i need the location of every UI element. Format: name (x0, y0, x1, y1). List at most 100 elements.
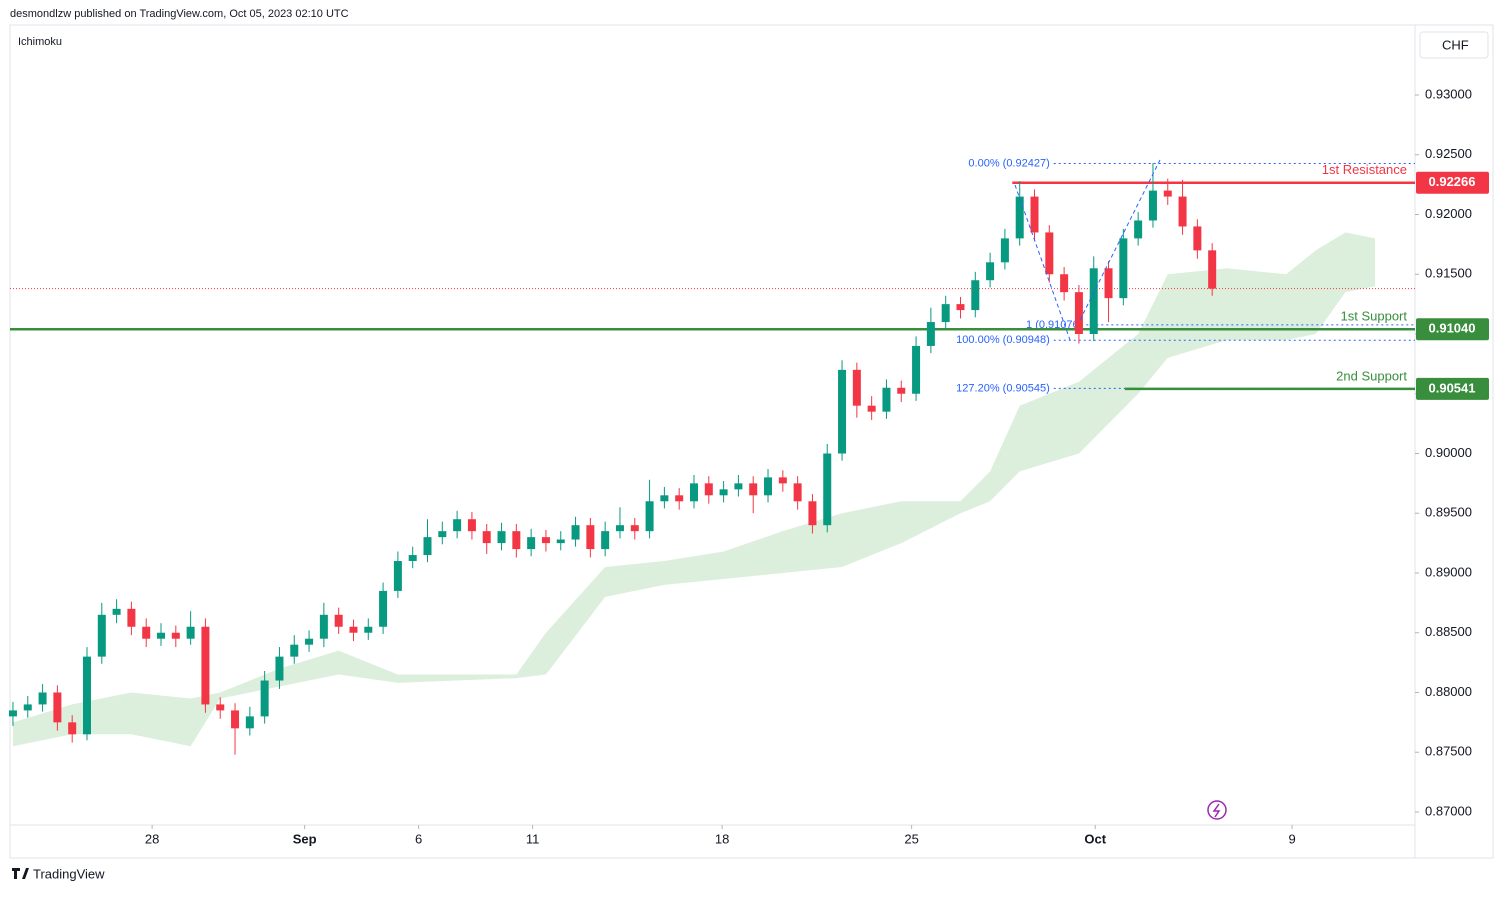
level-label: 1st Support (1341, 309, 1408, 324)
candle-body (675, 495, 684, 502)
y-tick-label: 0.92500 (1425, 146, 1472, 161)
candle-body (630, 525, 639, 532)
candle-body (882, 387, 891, 412)
price-tag (1416, 171, 1489, 194)
candle-body (53, 692, 62, 723)
candle-body (364, 626, 373, 633)
fib-label: 100.00% (0.90948) (956, 334, 1050, 346)
x-tick-label: 9 (1289, 831, 1296, 846)
candle-body (778, 477, 787, 484)
candle-body (719, 489, 728, 496)
candle-body (186, 626, 195, 639)
candle-body (1074, 292, 1083, 334)
candle-body (1119, 238, 1128, 299)
candle-body (482, 531, 491, 544)
x-tick-label: 11 (526, 831, 540, 846)
price-tag-label: 0.91040 (1429, 321, 1476, 336)
fib-trend-line (1014, 159, 1161, 341)
candle-body (38, 692, 47, 705)
candle-body (305, 638, 314, 645)
candle-body (852, 369, 861, 406)
candle-body (497, 531, 506, 544)
candle-body (971, 280, 980, 311)
candle-body (586, 525, 595, 550)
candle-body (127, 608, 136, 627)
y-tick-label: 0.93000 (1425, 86, 1472, 101)
candle-body (1000, 238, 1009, 263)
plot: 0.00% (0.92427) 1 (0.91076) 100.00% (0.909… (8, 94, 1419, 829)
indicator-name: Ichimoku (18, 36, 62, 48)
published-note: desmondlzw published on TradingView.com,… (10, 8, 349, 20)
candle-body (764, 477, 773, 496)
candle-body (8, 710, 17, 717)
candle-body (1178, 196, 1187, 227)
candle-body (704, 483, 713, 496)
y-tick-label: 0.88500 (1425, 624, 1472, 639)
fib-label: 127.20% (0.90545) (956, 382, 1050, 394)
candle-body (112, 608, 121, 615)
candle-body (68, 722, 77, 735)
candle-body (260, 680, 269, 717)
candle-body (956, 304, 965, 311)
level-label: 1st Resistance (1322, 162, 1407, 177)
candle-body (793, 483, 802, 502)
candle-body (1163, 190, 1172, 197)
x-tick-label: Oct (1084, 831, 1106, 846)
level-label: 2nd Support (1336, 368, 1407, 383)
x-tick-label: 18 (715, 831, 729, 846)
candle-body (82, 656, 91, 735)
candle-body (319, 614, 328, 639)
candle-body (1148, 190, 1157, 221)
candle-body (823, 453, 832, 526)
y-tick-label: 0.90000 (1425, 445, 1472, 460)
candle-body (734, 483, 743, 490)
candle-body (1030, 196, 1039, 233)
ichimoku-cloud (12, 232, 1376, 747)
candle-body (571, 525, 580, 540)
event-icon (1207, 800, 1227, 820)
candle-body (527, 537, 536, 550)
candle-body (171, 632, 180, 639)
candle-body (838, 369, 847, 454)
candle-body (926, 322, 935, 346)
candle-body (290, 644, 299, 657)
x-tick-label: Sep (293, 831, 317, 846)
candle-body (749, 483, 758, 496)
price-tag (1416, 377, 1489, 400)
y-tick-label: 0.92000 (1425, 206, 1472, 221)
candle-body (423, 537, 432, 556)
y-tick-label: 0.87500 (1425, 744, 1472, 759)
brand: TradingView (33, 866, 105, 881)
candle-body (334, 614, 343, 627)
price-tag-label: 0.92266 (1429, 174, 1476, 189)
currency-box (1419, 31, 1489, 59)
fib-label: 1 (0.91076) (1026, 319, 1082, 331)
price-tag-label: 0.90541 (1429, 380, 1476, 395)
candle-body (379, 590, 388, 627)
candle-body (142, 626, 151, 639)
brand-logo (12, 868, 29, 879)
candle-body (512, 531, 521, 550)
candle-body (660, 495, 669, 502)
currency: CHF (1442, 37, 1469, 52)
candle-body (541, 537, 550, 544)
event-icon (1212, 803, 1221, 818)
candle-body (1045, 232, 1054, 275)
candle-body (556, 539, 565, 544)
fib-label: 0.00% (0.92427) (968, 157, 1049, 169)
candle-body (986, 262, 995, 281)
y-tick-label: 0.89500 (1425, 505, 1472, 520)
candle-body (912, 345, 921, 394)
price-tag (1416, 318, 1489, 341)
candle-body (601, 531, 610, 550)
candle-body (231, 710, 240, 729)
candle-body (157, 632, 166, 639)
candle-body (1089, 268, 1098, 334)
candle-body (23, 704, 32, 711)
candle-body (1015, 196, 1024, 239)
x-tick-label: 25 (904, 831, 918, 846)
candle-body (615, 525, 624, 532)
candle-body (867, 405, 876, 412)
